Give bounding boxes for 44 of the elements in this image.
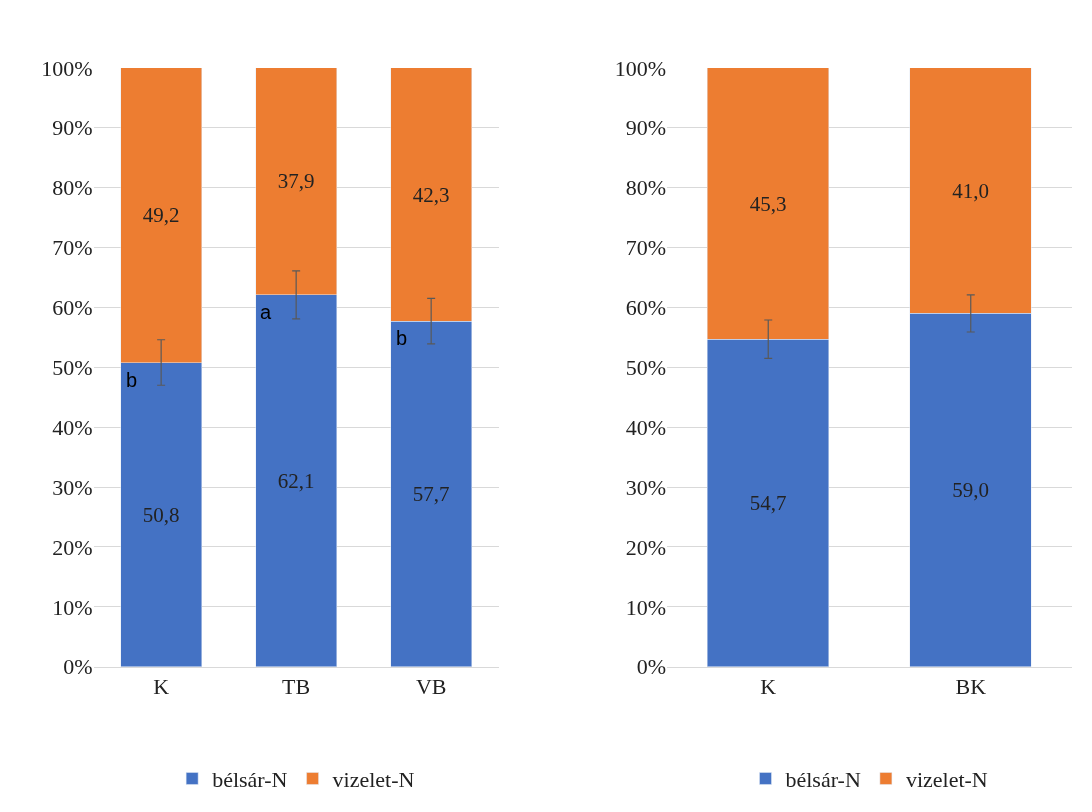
data-label: 59,0	[952, 478, 990, 503]
annotation: b	[396, 327, 408, 349]
annotation: b	[126, 369, 138, 391]
data-label: 54,7	[749, 490, 787, 515]
y-tick-label: 20%	[52, 534, 93, 560]
legend-label: bélsár-N	[785, 767, 861, 793]
y-tick-label: 20%	[625, 534, 666, 560]
data-label: 45,3	[749, 191, 787, 216]
x-tick-label: BK	[955, 674, 987, 700]
y-tick-label: 60%	[625, 295, 666, 321]
y-tick-label: 50%	[52, 355, 93, 381]
data-label: 42,3	[412, 182, 450, 207]
y-tick-label: 40%	[52, 414, 93, 440]
data-label: 57,7	[412, 481, 450, 506]
data-label: 49,2	[142, 203, 180, 228]
y-tick-label: 70%	[625, 235, 666, 261]
x-tick-label: K	[760, 674, 777, 700]
y-tick-label: 50%	[625, 355, 666, 381]
y-tick-label: 10%	[52, 594, 93, 620]
y-tick-label: 10%	[625, 594, 666, 620]
y-tick-label: 70%	[52, 235, 93, 261]
annotation: a	[260, 301, 272, 323]
data-label: 50,8	[142, 502, 180, 527]
y-tick-label: 100%	[614, 55, 666, 81]
y-tick-label: 90%	[625, 115, 666, 141]
x-tick-label: VB	[415, 674, 447, 700]
data-label: 62,1	[277, 468, 315, 493]
y-tick-label: 40%	[625, 414, 666, 440]
y-tick-label: 100%	[41, 55, 93, 81]
data-label: 41,0	[952, 178, 990, 203]
y-tick-label: 80%	[52, 175, 93, 201]
legend-label: vizelet-N	[332, 767, 415, 793]
y-tick-label: 30%	[625, 474, 666, 500]
y-tick-label: 0%	[63, 654, 93, 680]
y-tick-label: 30%	[52, 474, 93, 500]
y-tick-label: 90%	[52, 115, 93, 141]
y-tick-label: 80%	[625, 175, 666, 201]
legend-label: vizelet-N	[905, 767, 988, 793]
legend-label: bélsár-N	[212, 767, 288, 793]
y-tick-label: 60%	[52, 295, 93, 321]
y-tick-label: 0%	[636, 654, 666, 680]
x-tick-label: K	[153, 674, 170, 700]
x-tick-label: TB	[282, 674, 311, 700]
data-label: 37,9	[277, 169, 315, 194]
